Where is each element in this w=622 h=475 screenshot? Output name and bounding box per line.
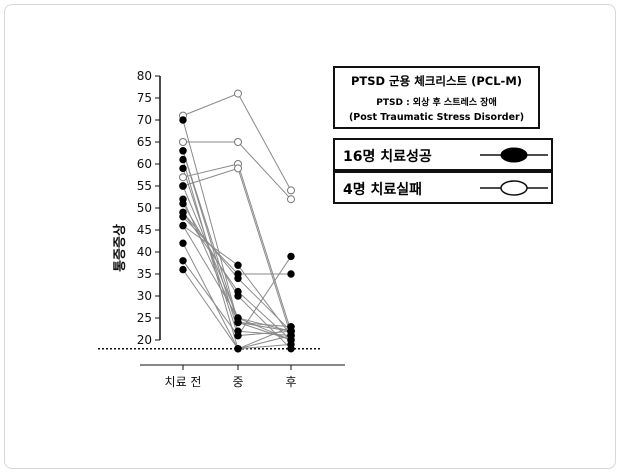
legend-success: 16명 치료성공 bbox=[333, 138, 553, 171]
y-tick-label: 25 bbox=[137, 311, 152, 325]
success-point bbox=[179, 182, 187, 190]
y-tick-label: 35 bbox=[137, 267, 152, 281]
y-tick-label: 60 bbox=[137, 157, 152, 171]
y-tick-label: 80 bbox=[137, 69, 152, 83]
y-tick-label: 75 bbox=[137, 91, 152, 105]
success-point bbox=[234, 270, 242, 278]
y-tick-label: 20 bbox=[137, 333, 152, 347]
fail-point bbox=[234, 89, 242, 98]
success-point bbox=[179, 147, 187, 155]
success-point bbox=[234, 345, 242, 353]
fail-point bbox=[287, 186, 295, 195]
legend-title: PTSD 군용 체크리스트 (PCL-M) bbox=[350, 74, 523, 88]
success-point bbox=[234, 331, 242, 340]
y-axis-label: 통증증상 bbox=[113, 224, 128, 272]
y-tick-label: 65 bbox=[137, 135, 152, 149]
legend-open-marker-icon bbox=[480, 180, 548, 196]
success-point bbox=[287, 270, 295, 278]
x-tick-label: 치료 전 bbox=[165, 375, 202, 389]
success-point bbox=[179, 265, 187, 274]
fail-point bbox=[287, 195, 295, 204]
legend-title-box: PTSD 군용 체크리스트 (PCL-M) PTSD : 외상 후 스트레스 장… bbox=[333, 66, 540, 129]
fail-point bbox=[234, 164, 242, 173]
success-point bbox=[287, 345, 295, 353]
y-tick-label: 50 bbox=[137, 201, 152, 215]
success-point bbox=[179, 116, 187, 124]
success-point bbox=[179, 221, 187, 230]
legend-filled-marker-icon bbox=[480, 147, 548, 163]
success-point bbox=[179, 239, 187, 247]
success-point bbox=[179, 155, 187, 164]
legend-fail: 4명 치료실패 bbox=[333, 171, 553, 204]
legend-fail-label: 4명 치료실패 bbox=[343, 182, 423, 198]
x-tick-label: 중 bbox=[232, 375, 243, 389]
success-point bbox=[179, 257, 187, 265]
success-point bbox=[179, 213, 187, 221]
legend-subtitle2: (Post Traumatic Stress Disorder) bbox=[348, 112, 525, 123]
y-tick-label: 30 bbox=[137, 289, 152, 303]
success-point bbox=[179, 164, 187, 173]
fail-point bbox=[179, 138, 187, 146]
success-point bbox=[234, 261, 242, 269]
y-tick-label: 45 bbox=[137, 223, 152, 237]
success-point bbox=[287, 331, 295, 340]
legend-subtitle: PTSD : 외상 후 스트레스 장애 bbox=[376, 98, 497, 108]
y-tick-label: 70 bbox=[137, 113, 152, 127]
success-point bbox=[179, 199, 187, 208]
fail-point bbox=[234, 138, 242, 146]
legend-success-label: 16명 치료성공 bbox=[343, 149, 432, 165]
success-point bbox=[234, 287, 242, 296]
y-tick-label: 40 bbox=[137, 245, 152, 259]
fail-line bbox=[182, 163, 292, 332]
success-point bbox=[287, 252, 295, 261]
x-tick-label: 후 bbox=[285, 375, 296, 389]
y-tick-label: 55 bbox=[137, 179, 152, 193]
success-point bbox=[234, 314, 242, 322]
fail-point bbox=[179, 173, 187, 182]
success-point bbox=[287, 323, 295, 331]
